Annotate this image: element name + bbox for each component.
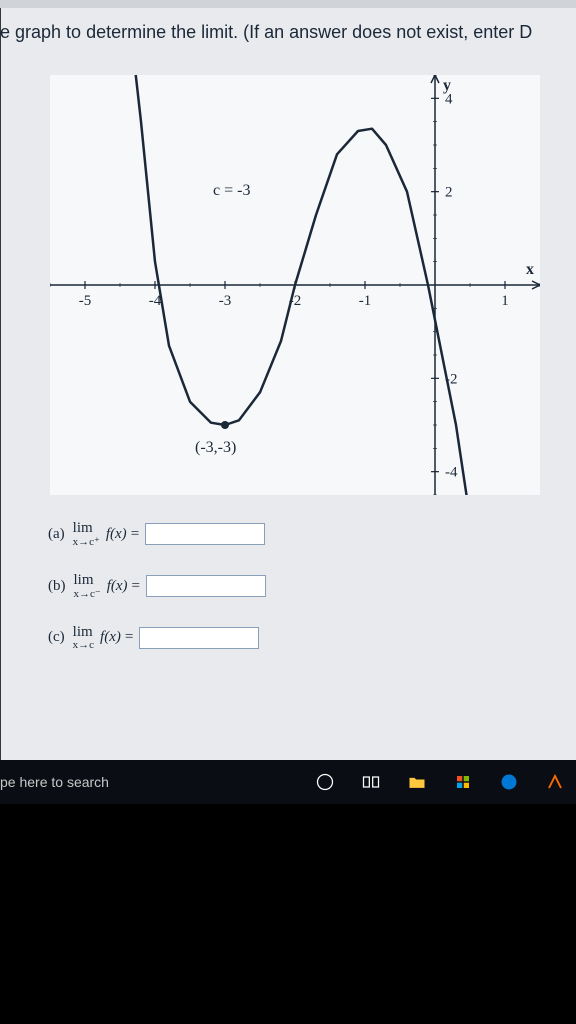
limit-a: lim x→c⁺ xyxy=(73,520,100,548)
limit-c: lim x→c xyxy=(73,624,94,651)
question-b-label: (b) xyxy=(48,578,66,595)
svg-text:-1: -1 xyxy=(359,293,372,309)
question-c-row: (c) lim x→c f(x) = xyxy=(48,624,266,651)
header-strip xyxy=(0,0,576,8)
edge-icon[interactable] xyxy=(498,771,520,793)
eq-b: = xyxy=(132,578,140,595)
point-label: (-3,-3) xyxy=(195,439,236,457)
limit-chart: -5-4-3-2-11-4-224 c = -3 (-3,-3) y x xyxy=(50,75,540,495)
windows-taskbar[interactable]: pe here to search xyxy=(0,760,576,804)
y-axis-label: y xyxy=(443,77,451,95)
svg-text:2: 2 xyxy=(445,185,453,201)
c-annotation: c = -3 xyxy=(213,182,250,200)
answer-input-a[interactable] xyxy=(145,523,265,545)
answer-input-c[interactable] xyxy=(139,627,259,649)
limit-b: lim x→c⁻ xyxy=(74,572,101,600)
svg-text:-5: -5 xyxy=(79,293,92,309)
question-text: e graph to determine the limit. (If an a… xyxy=(0,22,576,43)
svg-text:1: 1 xyxy=(501,293,509,309)
eq-a: = xyxy=(131,526,139,543)
fx-c: f(x) xyxy=(100,629,121,646)
question-c-label: (c) xyxy=(48,629,65,646)
question-a-row: (a) lim x→c⁺ f(x) = xyxy=(48,520,266,548)
chart-svg: -5-4-3-2-11-4-224 xyxy=(50,75,540,495)
answer-input-b[interactable] xyxy=(146,575,266,597)
question-b-row: (b) lim x→c⁻ f(x) = xyxy=(48,572,266,600)
cortana-icon[interactable] xyxy=(314,771,336,793)
fx-b: f(x) xyxy=(107,578,128,595)
svg-text:-4: -4 xyxy=(445,465,458,481)
folder-icon[interactable] xyxy=(406,771,428,793)
x-axis-label: x xyxy=(526,261,534,279)
task-view-icon[interactable] xyxy=(360,771,382,793)
app-icon[interactable] xyxy=(544,771,566,793)
questions-block: (a) lim x→c⁺ f(x) = (b) lim x→c⁻ f(x) = … xyxy=(48,520,266,675)
taskbar-icons xyxy=(314,771,566,793)
black-region xyxy=(0,804,576,1024)
svg-text:-3: -3 xyxy=(219,293,232,309)
search-label[interactable]: pe here to search xyxy=(0,774,109,790)
question-a-label: (a) xyxy=(48,526,65,543)
store-icon[interactable] xyxy=(452,771,474,793)
fx-a: f(x) xyxy=(106,526,127,543)
eq-c: = xyxy=(125,629,133,646)
